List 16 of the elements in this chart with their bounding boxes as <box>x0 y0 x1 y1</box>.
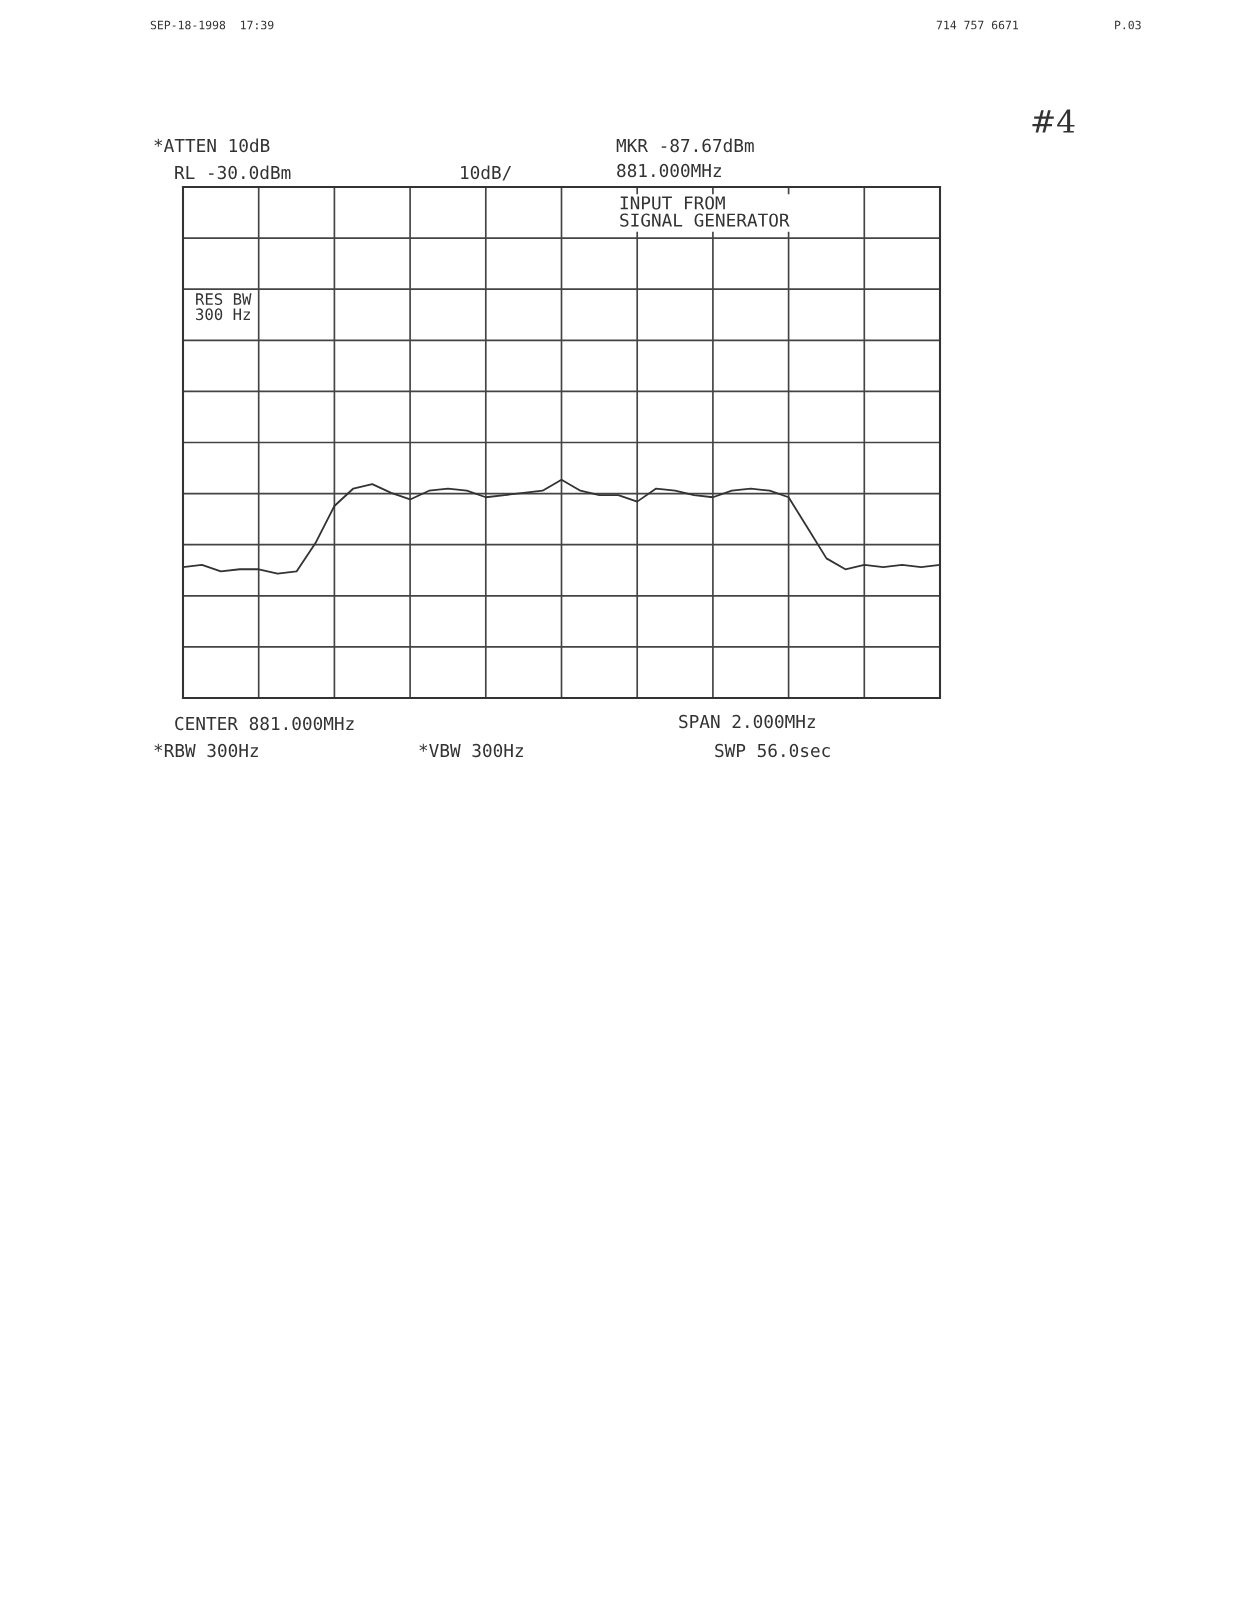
text: *ATTEN 10dB <box>154 138 270 153</box>
text: 10dB/ <box>461 165 511 181</box>
text: INPUT FROM SIGNAL GENERATOR <box>620 196 790 227</box>
text: P.03 <box>1115 20 1141 30</box>
text: MKR -87.67dBm <box>616 138 754 153</box>
text: 714 757 6671 <box>936 20 1018 30</box>
text: #4 <box>1032 109 1075 133</box>
text: CENTER 881.000MHz <box>175 716 354 731</box>
text: *RBW 300Hz <box>154 743 258 758</box>
text: RES BW 300 Hz <box>196 293 252 321</box>
text: SPAN 2.000MHz <box>679 714 815 729</box>
text: SWP 56.0sec <box>715 743 830 758</box>
text: *VBW 300Hz <box>419 743 523 758</box>
text: RL -30.0dBm <box>175 165 291 180</box>
text: 881.000MHz <box>617 163 721 178</box>
text: SEP-18-1998 17:39 <box>150 20 274 30</box>
